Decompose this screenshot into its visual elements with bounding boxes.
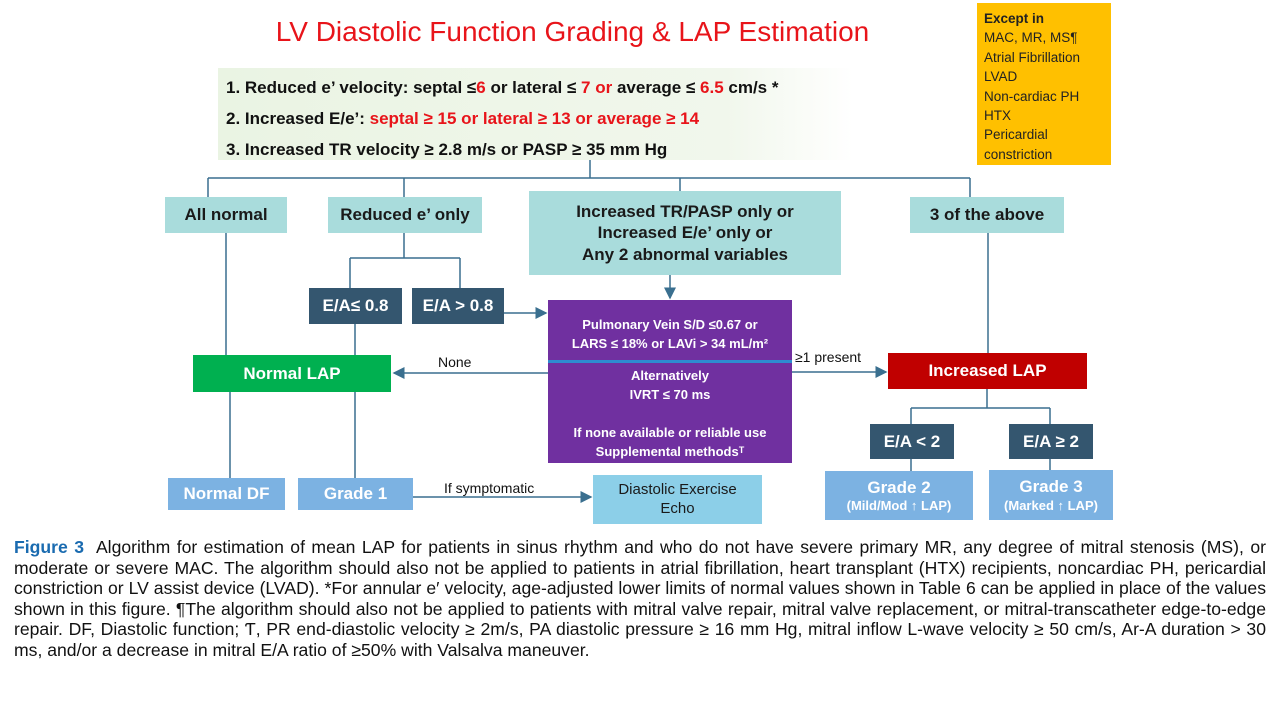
- edge-label-none: None: [438, 354, 472, 370]
- purple-line: Supplemental methodsᵀ: [595, 444, 745, 459]
- edge-label-present: ≥1 present: [795, 349, 862, 365]
- criterion-1: 1. Reduced e’ velocity: septal ≤6 or lat…: [226, 78, 779, 97]
- middle-line: Increased E/e’ only or: [597, 223, 773, 243]
- node-ea-gt-0-8: E/A > 0.8: [412, 288, 504, 324]
- node-normal-df: Normal DF: [168, 478, 285, 510]
- node-three-of-above: 3 of the above: [910, 197, 1064, 233]
- node-ea-le-0-8: E/A≤ 0.8: [309, 288, 402, 324]
- node-all-normal: All normal: [165, 197, 287, 233]
- figure-caption: Figure 3 Algorithm for estimation of mea…: [14, 537, 1266, 661]
- edge-label-symptomatic: If symptomatic: [444, 480, 535, 496]
- caption-text: Algorithm for estimation of mean LAP for…: [14, 537, 1267, 660]
- purple-line: IVRT ≤ 70 ms: [629, 387, 711, 402]
- exceptions-heading: Except in: [984, 11, 1045, 26]
- node-normal-lap: Normal LAP: [193, 355, 391, 392]
- criterion-3: 3. Increased TR velocity ≥ 2.8 m/s or PA…: [226, 140, 668, 159]
- exception-item: Atrial Fibrillation: [984, 49, 1081, 65]
- node-reduced-e-only: Reduced e’ only: [328, 197, 482, 233]
- node-ea-lt-2: E/A < 2: [870, 424, 954, 459]
- grade-sub: (Marked ↑ LAP): [1004, 497, 1098, 513]
- middle-line: Any 2 abnormal variables: [582, 244, 788, 264]
- middle-line: Increased TR/PASP only or: [576, 202, 794, 222]
- purple-line: Pulmonary Vein S/D ≤0.67 or: [582, 317, 758, 332]
- criterion-2: 2. Increased E/e’: septal ≥ 15 or latera…: [226, 109, 700, 128]
- echo-line: Diastolic Exercise: [618, 480, 737, 498]
- node-ea-ge-2: E/A ≥ 2: [1009, 424, 1093, 459]
- node-increased-lap: Increased LAP: [888, 353, 1087, 389]
- criteria-box: 1. Reduced e’ velocity: septal ≤6 or lat…: [218, 68, 853, 160]
- divider: [548, 360, 792, 363]
- purple-line: LARS ≤ 18% or LAVi > 34 mL/m²: [571, 336, 769, 351]
- grade-label: Grade 3: [1019, 477, 1083, 497]
- purple-line: If none available or reliable use: [573, 425, 767, 440]
- purple-line: Alternatively: [630, 368, 710, 383]
- caption-label: Figure 3: [14, 537, 84, 557]
- node-grade-3: Grade 3 (Marked ↑ LAP): [989, 470, 1113, 520]
- node-grade-1: Grade 1: [298, 478, 413, 510]
- grade-sub: (Mild/Mod ↑ LAP): [846, 498, 952, 513]
- grade-label: Grade 2: [867, 477, 931, 497]
- exception-item: Pericardial constriction: [984, 127, 1053, 162]
- echo-line: Echo: [660, 499, 695, 517]
- diagram-title: LV Diastolic Function Grading & LAP Esti…: [275, 16, 870, 47]
- exception-item: LVAD: [984, 69, 1018, 85]
- exceptions-box: Except in MAC, MR, MS¶ Atrial Fibrillati…: [977, 3, 1111, 165]
- node-middle: Increased TR/PASP only or Increased E/e’…: [529, 191, 841, 275]
- node-supplemental: Pulmonary Vein S/D ≤0.67 or LARS ≤ 18% o…: [548, 300, 792, 463]
- exception-item: HTX: [984, 108, 1011, 124]
- node-exercise-echo: Diastolic Exercise Echo: [593, 475, 762, 524]
- exception-item: Non-cardiac PH: [984, 88, 1080, 104]
- node-grade-2: Grade 2 (Mild/Mod ↑ LAP): [825, 471, 973, 520]
- exception-item: MAC, MR, MS¶: [984, 30, 1078, 46]
